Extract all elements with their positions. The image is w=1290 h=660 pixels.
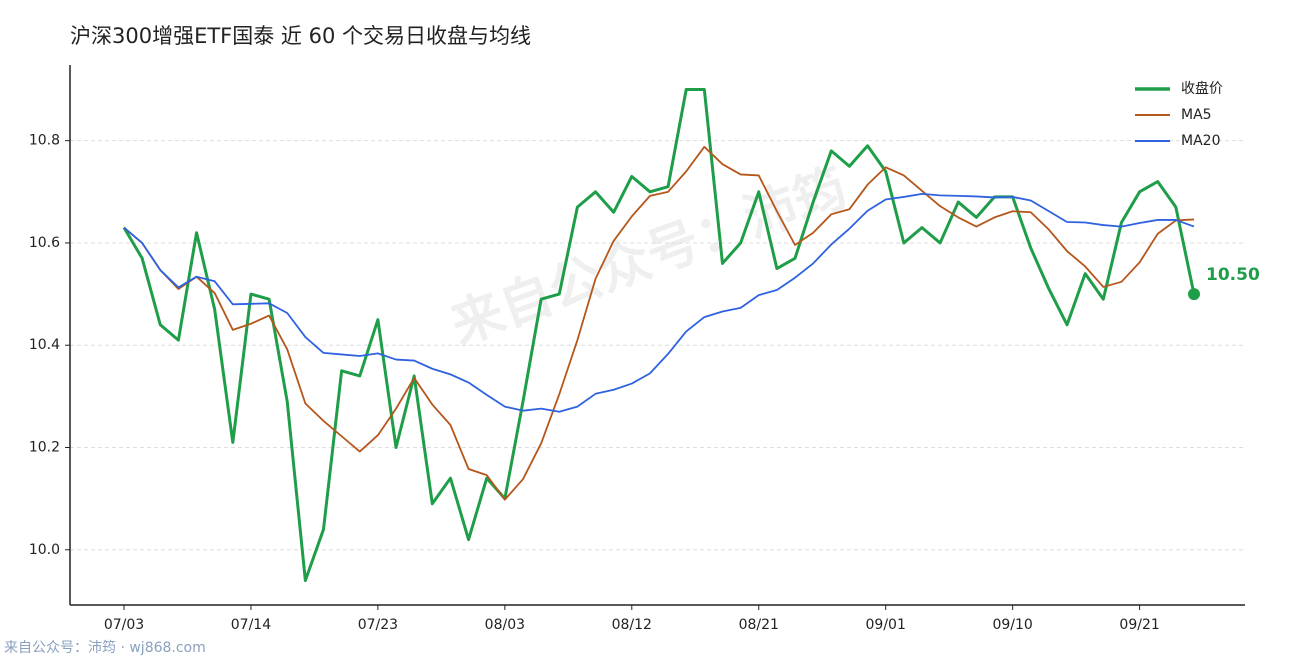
x-tick-label: 07/23 [358, 617, 398, 633]
legend-label: MA5 [1181, 107, 1212, 123]
y-tick-label: 10.2 [29, 440, 60, 456]
x-tick-label: 09/21 [1119, 617, 1159, 633]
series-line [122, 88, 1196, 582]
y-tick-label: 10.8 [29, 133, 60, 149]
x-tick-label: 09/01 [866, 617, 906, 633]
watermark: 来自公众号：沛筠 [443, 158, 854, 357]
last-point [1188, 288, 1200, 301]
series-line [123, 192, 1195, 413]
x-tick-label: 08/03 [485, 617, 525, 633]
x-tick-label: 09/10 [992, 617, 1032, 633]
chart-title: 沪深300增强ETF国泰 近 60 个交易日收盘与均线 [70, 24, 531, 48]
y-tick-label: 10.0 [29, 542, 60, 558]
x-tick-label: 07/14 [231, 617, 271, 633]
y-tick-label: 10.6 [29, 235, 60, 251]
value-label: 10.50 [1206, 265, 1260, 285]
legend-label: MA20 [1181, 133, 1220, 149]
x-tick-label: 08/12 [612, 617, 652, 633]
x-tick-label: 07/03 [104, 617, 144, 633]
y-tick-label: 10.4 [29, 337, 60, 353]
legend-label: 收盘价 [1181, 80, 1223, 97]
series-line [123, 145, 1195, 501]
x-tick-label: 08/21 [739, 617, 779, 633]
footer: 来自公众号：沛筠 · wj868.com [4, 639, 206, 656]
